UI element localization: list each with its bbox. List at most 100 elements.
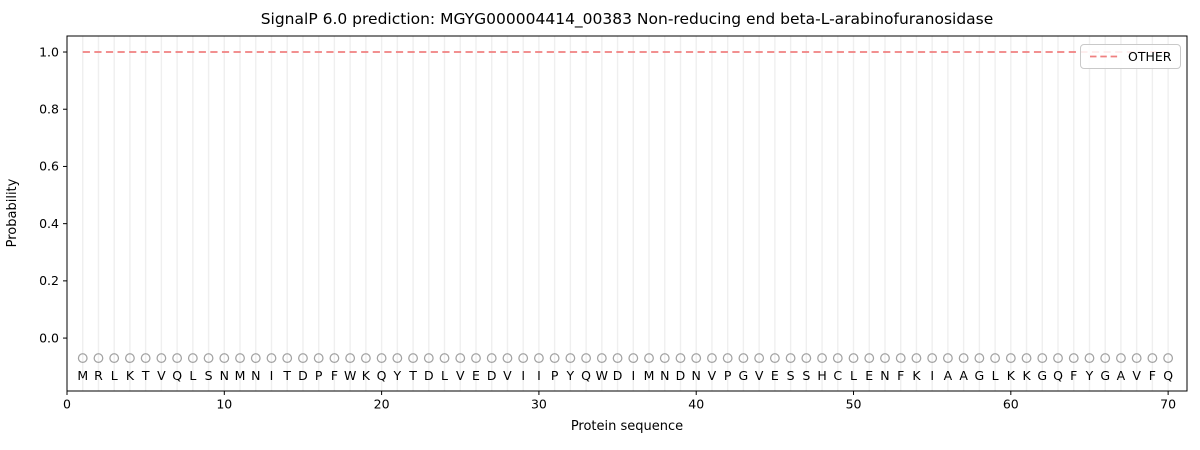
residue-marker xyxy=(707,353,717,364)
residue-letter: V xyxy=(456,368,465,383)
residue-letter: K xyxy=(912,368,921,383)
residue-letter: P xyxy=(315,368,323,383)
residue-marker xyxy=(990,353,1001,364)
residue-marker xyxy=(93,353,104,364)
residue-marker xyxy=(1068,353,1079,364)
residue-marker xyxy=(801,353,812,364)
residue-marker xyxy=(1100,353,1111,364)
residue-letter: D xyxy=(424,368,434,383)
residue-letter: I xyxy=(521,368,525,383)
residue-marker xyxy=(565,353,576,364)
residue-marker xyxy=(408,353,418,364)
legend-item-label: OTHER xyxy=(1128,49,1172,64)
residue-marker xyxy=(659,353,670,364)
residue-letter: P xyxy=(551,368,559,383)
residue-letter: G xyxy=(1037,368,1047,383)
residue-marker xyxy=(533,353,544,364)
residue-letter: M xyxy=(77,368,88,383)
residue-letter: V xyxy=(503,368,512,383)
residue-marker xyxy=(471,353,481,364)
residue-marker xyxy=(1005,353,1016,364)
residue-letter: L xyxy=(111,368,118,383)
residue-marker xyxy=(817,353,827,364)
residue-letter: S xyxy=(205,368,213,383)
y-tick-label: 0.0 xyxy=(39,330,59,345)
residue-marker xyxy=(439,353,450,364)
residue-marker xyxy=(187,353,198,364)
gridlines xyxy=(82,36,1169,391)
residue-letter: E xyxy=(865,368,873,383)
residue-letter: M xyxy=(235,368,246,383)
residue-letter: P xyxy=(724,368,732,383)
residue-marker xyxy=(675,353,686,364)
residue-marker xyxy=(911,353,922,364)
residue-letter: D xyxy=(613,368,623,383)
residue-letter: L xyxy=(441,368,448,383)
residue-letter: Q xyxy=(377,368,387,383)
residue-letter: N xyxy=(220,368,229,383)
residue-letter: V xyxy=(1132,368,1141,383)
residue-marker xyxy=(927,353,938,364)
x-tick-label: 60 xyxy=(1003,397,1019,412)
x-tick-label: 30 xyxy=(531,397,547,412)
residue-marker xyxy=(549,353,560,364)
residue-letter: V xyxy=(755,368,764,383)
residue-letter: M xyxy=(644,368,655,383)
residue-letter: N xyxy=(251,368,260,383)
residue-letter: K xyxy=(1022,368,1031,383)
residue-marker xyxy=(848,353,859,364)
residue-marker xyxy=(581,353,592,364)
residue-marker xyxy=(832,353,843,364)
residue-letter: Y xyxy=(393,368,402,383)
residue-letter: C xyxy=(833,368,842,383)
x-tick-label: 40 xyxy=(688,397,704,412)
x-tick-label: 10 xyxy=(216,397,232,412)
residue-letter: A xyxy=(1117,368,1126,383)
residue-marker xyxy=(392,353,403,364)
residue-marker xyxy=(628,353,639,364)
residue-marker xyxy=(77,353,88,364)
x-axis-ticks: 0 10 20 30 40 50 60 70 xyxy=(63,391,1176,412)
residue-letter: N xyxy=(880,368,889,383)
residue-letter: V xyxy=(708,368,717,383)
residue-marker xyxy=(722,353,733,364)
residue-letter: V xyxy=(157,368,166,383)
y-tick-label: 0.2 xyxy=(39,273,59,288)
residue-letter: F xyxy=(897,368,904,383)
residue-marker xyxy=(644,353,654,364)
residue-marker xyxy=(1116,353,1126,364)
residue-marker xyxy=(518,353,529,364)
residue-marker xyxy=(423,353,434,364)
residue-marker xyxy=(895,353,906,364)
plot-title: SignalP 6.0 prediction: MGYG000004414_00… xyxy=(260,10,994,28)
residue-marker xyxy=(250,353,261,364)
residue-marker xyxy=(455,353,466,364)
residue-letter: S xyxy=(787,368,795,383)
residue-marker xyxy=(880,353,890,364)
residue-marker xyxy=(1131,353,1142,364)
residue-marker xyxy=(958,353,969,364)
residue-letter: E xyxy=(472,368,480,383)
residue-letter: N xyxy=(660,368,669,383)
residue-letter: K xyxy=(1007,368,1016,383)
residue-marker xyxy=(376,353,387,364)
residue-letter: I xyxy=(270,368,274,383)
y-tick-label: 0.8 xyxy=(39,102,59,117)
residue-markers xyxy=(77,353,1174,364)
x-tick-label: 50 xyxy=(846,397,862,412)
residue-marker xyxy=(785,353,796,364)
residue-marker xyxy=(345,353,356,364)
residue-marker xyxy=(360,353,371,364)
residue-letter: S xyxy=(802,368,810,383)
residue-marker xyxy=(156,353,167,364)
residue-letter: L xyxy=(850,368,857,383)
residue-marker xyxy=(754,353,765,364)
residue-marker xyxy=(140,353,151,364)
legend-dashed-line-icon xyxy=(1090,55,1120,58)
residue-letter: F xyxy=(1070,368,1077,383)
residue-letter: A xyxy=(944,368,953,383)
residue-marker xyxy=(769,353,780,364)
residue-letter: D xyxy=(298,368,308,383)
